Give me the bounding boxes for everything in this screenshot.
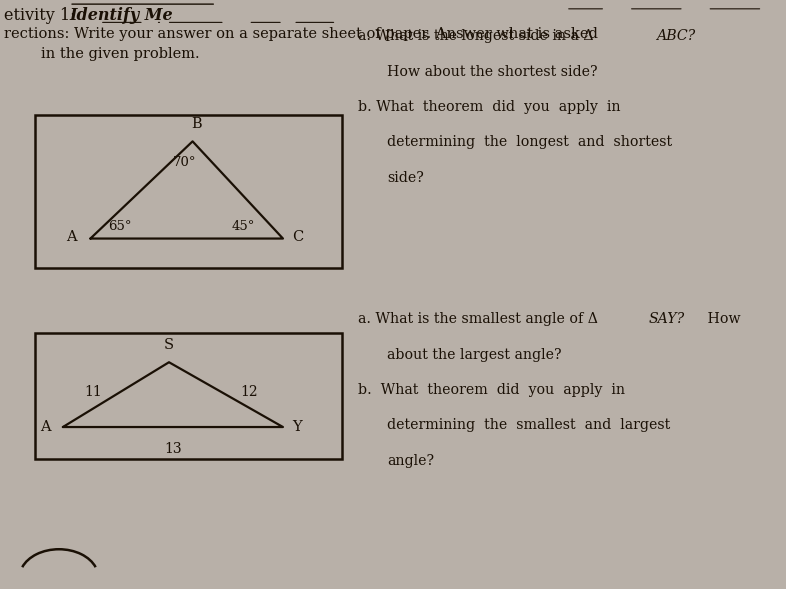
Text: 45°: 45° xyxy=(232,220,255,233)
Text: SAY?: SAY? xyxy=(648,312,685,326)
Text: B: B xyxy=(191,117,202,131)
Text: 11: 11 xyxy=(84,385,102,399)
Text: C: C xyxy=(292,230,303,244)
Text: etivity 1:: etivity 1: xyxy=(4,7,80,24)
Text: 12: 12 xyxy=(241,385,258,399)
Text: b. What  theorem  did  you  apply  in: b. What theorem did you apply in xyxy=(358,100,620,114)
Text: A: A xyxy=(65,230,76,244)
Text: Y: Y xyxy=(292,420,302,434)
Text: 65°: 65° xyxy=(108,220,131,233)
Text: determining  the  longest  and  shortest: determining the longest and shortest xyxy=(387,135,673,150)
Text: angle?: angle? xyxy=(387,454,435,468)
Text: side?: side? xyxy=(387,171,424,185)
Text: a. What is the longest side in a Δ: a. What is the longest side in a Δ xyxy=(358,29,593,44)
Bar xyxy=(35,333,342,459)
Bar xyxy=(35,115,342,268)
Text: Identify Me: Identify Me xyxy=(69,7,173,24)
Text: How about the shortest side?: How about the shortest side? xyxy=(387,65,598,79)
Text: A: A xyxy=(40,420,51,434)
Text: 13: 13 xyxy=(164,442,182,456)
Text: a. What is the smallest angle of Δ: a. What is the smallest angle of Δ xyxy=(358,312,597,326)
Text: rections: Write your answer on a separate sheet of paper. Answer what is asked: rections: Write your answer on a separat… xyxy=(4,27,598,41)
Text: How: How xyxy=(703,312,741,326)
Text: S: S xyxy=(164,337,174,352)
Text: 70°: 70° xyxy=(173,156,196,169)
Text: ABC?: ABC? xyxy=(656,29,696,44)
Text: about the largest angle?: about the largest angle? xyxy=(387,348,562,362)
Text: determining  the  smallest  and  largest: determining the smallest and largest xyxy=(387,418,670,432)
Text: in the given problem.: in the given problem. xyxy=(4,47,200,61)
Text: b.  What  theorem  did  you  apply  in: b. What theorem did you apply in xyxy=(358,383,625,397)
